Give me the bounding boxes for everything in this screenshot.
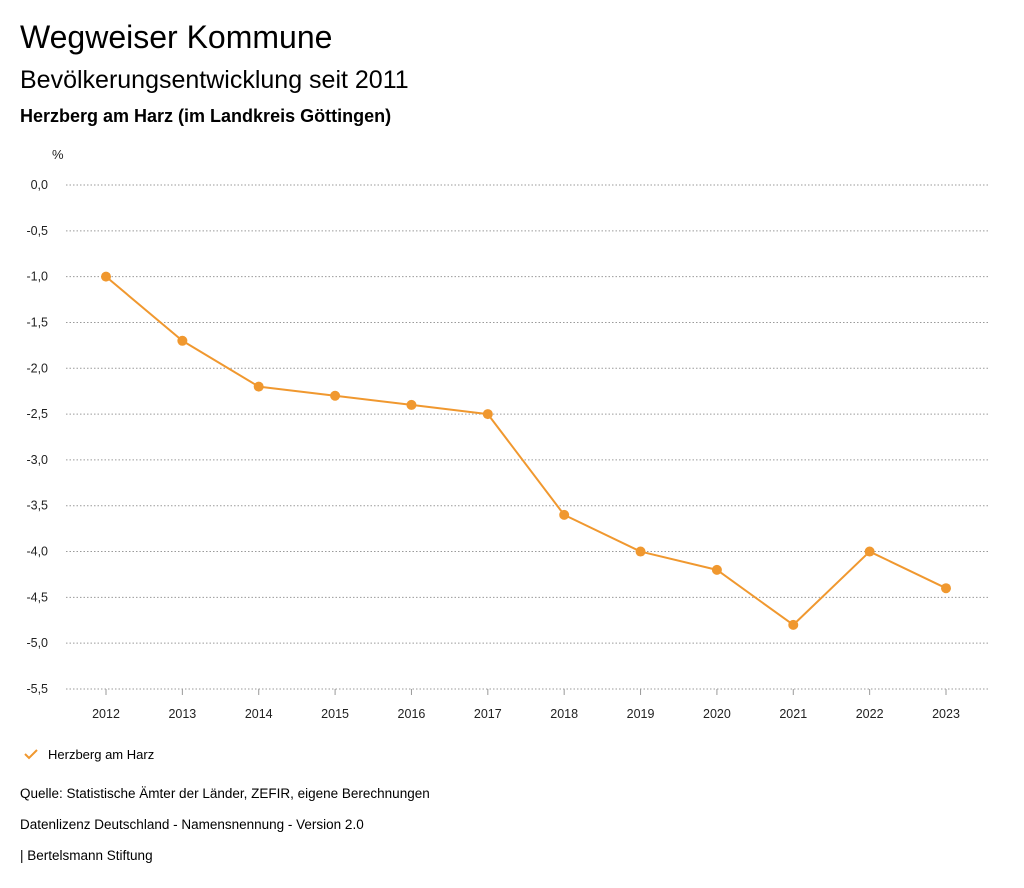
data-point[interactable]	[559, 509, 570, 520]
data-point[interactable]	[101, 271, 111, 282]
data-point[interactable]	[864, 546, 875, 557]
data-point[interactable]	[177, 335, 188, 346]
x-tick-label: 2013	[168, 707, 196, 721]
y-tick-label: -1,0	[26, 270, 48, 284]
x-tick-label: 2018	[550, 707, 578, 721]
data-point[interactable]	[253, 381, 264, 392]
y-axis-unit: %	[52, 147, 64, 162]
x-tick-label: 2017	[474, 707, 502, 721]
y-tick-label: -4,0	[26, 545, 48, 559]
data-point[interactable]	[788, 619, 799, 630]
y-axis-ticks: 0,0 -0,5 -1,0 -1,5 -2,0 -2,5 -3,0 -3,5 -4,0 -4,5 -…	[26, 178, 48, 696]
x-tick-label: 2021	[779, 707, 807, 721]
legend[interactable]: Herzberg am Harz	[22, 744, 154, 764]
x-tick-label: 2020	[703, 707, 731, 721]
series-herzberg	[101, 271, 951, 630]
y-tick-label: -5,5	[26, 682, 48, 696]
series-line	[105, 275, 947, 626]
y-tick-label: -5,0	[26, 636, 48, 650]
data-point[interactable]	[482, 409, 493, 420]
y-tick-label: -4,5	[26, 590, 48, 604]
x-tick-label: 2022	[856, 707, 884, 721]
gridlines	[66, 184, 990, 690]
x-axis-ticks: 2012 2013 2014 2015 2016 2017 2018 2019 2020 2021…	[92, 689, 960, 721]
publisher-note: | Bertelsmann Stiftung	[20, 848, 153, 863]
x-tick-label: 2014	[245, 707, 273, 721]
data-point[interactable]	[941, 583, 951, 594]
y-tick-label: -3,5	[26, 499, 48, 513]
line-chart: 0,0 -0,5 -1,0 -1,5 -2,0 -2,5 -3,0 -3,5 -4,0 -4,5 -…	[26, 147, 990, 721]
data-point[interactable]	[635, 546, 646, 557]
data-point[interactable]	[330, 390, 341, 401]
y-tick-label: -0,5	[26, 224, 48, 238]
x-tick-label: 2023	[932, 707, 960, 721]
y-tick-label: -2,0	[26, 361, 48, 375]
chart-subtitle: Bevölkerungsentwicklung seit 2011	[20, 66, 409, 94]
checkmark-icon	[24, 749, 38, 760]
x-tick-label: 2015	[321, 707, 349, 721]
source-note: Quelle: Statistische Ämter der Länder, Z…	[20, 786, 430, 801]
x-tick-label: 2019	[627, 707, 655, 721]
data-point[interactable]	[711, 564, 722, 575]
y-tick-label: -3,0	[26, 453, 48, 467]
y-tick-label: -2,5	[26, 407, 48, 421]
y-tick-label: -1,5	[26, 315, 48, 329]
legend-label: Herzberg am Harz	[48, 746, 155, 762]
license-note: Datenlizenz Deutschland - Namensnennung …	[20, 817, 364, 832]
page-title: Wegweiser Kommune	[20, 19, 333, 55]
y-tick-label: 0,0	[31, 178, 48, 192]
data-point[interactable]	[406, 399, 417, 410]
x-tick-label: 2016	[398, 707, 426, 721]
x-tick-label: 2012	[92, 707, 120, 721]
region-name: Herzberg am Harz (im Landkreis Göttingen…	[20, 106, 392, 126]
